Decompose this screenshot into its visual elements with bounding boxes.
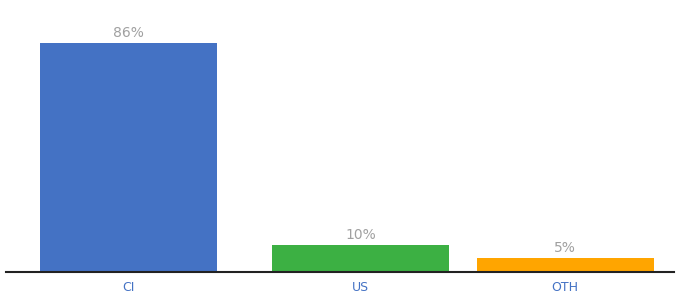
Bar [39, 43, 217, 272]
Text: 86%: 86% [113, 26, 144, 40]
Bar [272, 245, 449, 272]
Bar [477, 258, 654, 272]
Text: 10%: 10% [345, 228, 376, 242]
Text: 5%: 5% [554, 241, 576, 255]
